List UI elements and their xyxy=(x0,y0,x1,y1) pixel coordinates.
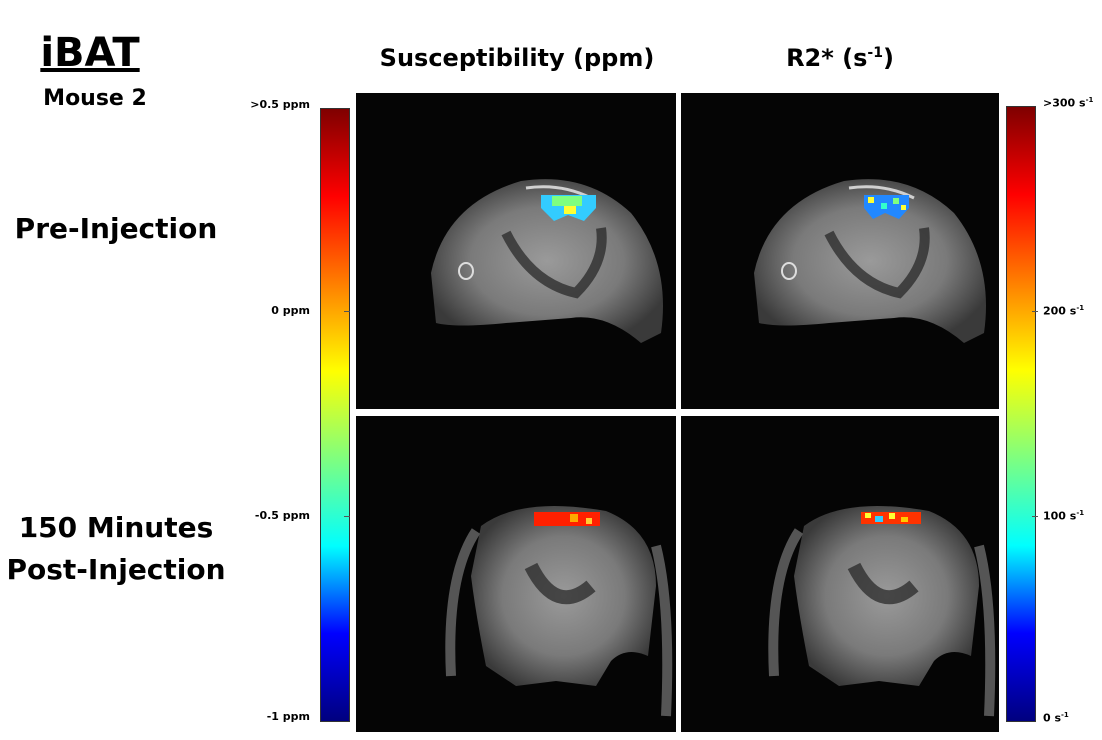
r2star-tick-max: >300 s-1 xyxy=(1043,96,1093,110)
column-header-susceptibility: Susceptibility (ppm) xyxy=(379,44,655,72)
colorbar-tick-mark xyxy=(344,516,350,517)
mri-panel-pre-susceptibility xyxy=(356,93,676,409)
row-label-post-line2: Post-Injection xyxy=(6,553,226,586)
r2star-tick-zero-base: 0 s xyxy=(1043,711,1062,725)
susceptibility-tick-zero: 0 ppm xyxy=(271,304,310,317)
r2star-tick-200-base: 200 s xyxy=(1043,304,1077,318)
colorbar-tick-mark xyxy=(1032,516,1038,517)
column-header-r2star: R2* (s-1) xyxy=(680,44,1000,72)
r2star-header-base: R2* (s xyxy=(786,44,868,72)
r2star-header-end: ) xyxy=(882,44,894,72)
r2star-tick-200: 200 s-1 xyxy=(1043,304,1084,318)
mri-panel-pre-r2star xyxy=(681,93,999,409)
r2star-tick-100-base: 100 s xyxy=(1043,509,1077,523)
colorbar-tick-mark xyxy=(344,311,350,312)
r2star-tick-max-sup: -1 xyxy=(1085,96,1094,104)
colorbar-tick-mark xyxy=(1032,311,1038,312)
r2star-header-superscript: -1 xyxy=(867,45,883,61)
r2star-colorbar xyxy=(1006,106,1036,722)
r2star-tick-max-base: >300 s xyxy=(1043,96,1086,110)
r2star-tick-zero-sup: -1 xyxy=(1061,711,1069,719)
r2star-tick-100: 100 s-1 xyxy=(1043,509,1084,523)
page-title: iBAT xyxy=(40,30,140,76)
mri-panel-post-r2star xyxy=(681,416,999,732)
panel-divider-vertical xyxy=(676,93,681,740)
susceptibility-tick-neg-half: -0.5 ppm xyxy=(254,509,310,522)
mri-panel-post-susceptibility xyxy=(356,416,676,732)
row-label-post-line1: 150 Minutes xyxy=(18,511,214,544)
r2star-tick-zero: 0 s-1 xyxy=(1043,711,1069,725)
r2star-tick-200-sup: -1 xyxy=(1076,304,1085,312)
susceptibility-tick-min: -1 ppm xyxy=(266,710,310,723)
susceptibility-colorbar xyxy=(320,108,350,722)
page-subtitle: Mouse 2 xyxy=(43,86,147,111)
row-label-pre-injection: Pre-Injection xyxy=(14,212,218,245)
r2star-tick-100-sup: -1 xyxy=(1076,509,1085,517)
susceptibility-tick-max: >0.5 ppm xyxy=(250,98,310,111)
